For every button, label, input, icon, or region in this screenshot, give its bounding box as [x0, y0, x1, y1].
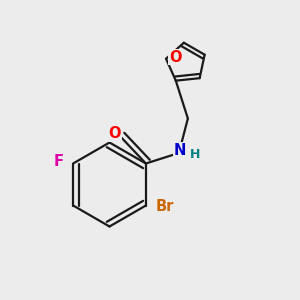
Text: N: N — [173, 143, 186, 158]
Text: O: O — [169, 50, 181, 65]
Text: F: F — [53, 154, 63, 169]
Text: H: H — [190, 148, 200, 161]
Text: O: O — [109, 126, 121, 141]
Text: Br: Br — [155, 199, 174, 214]
